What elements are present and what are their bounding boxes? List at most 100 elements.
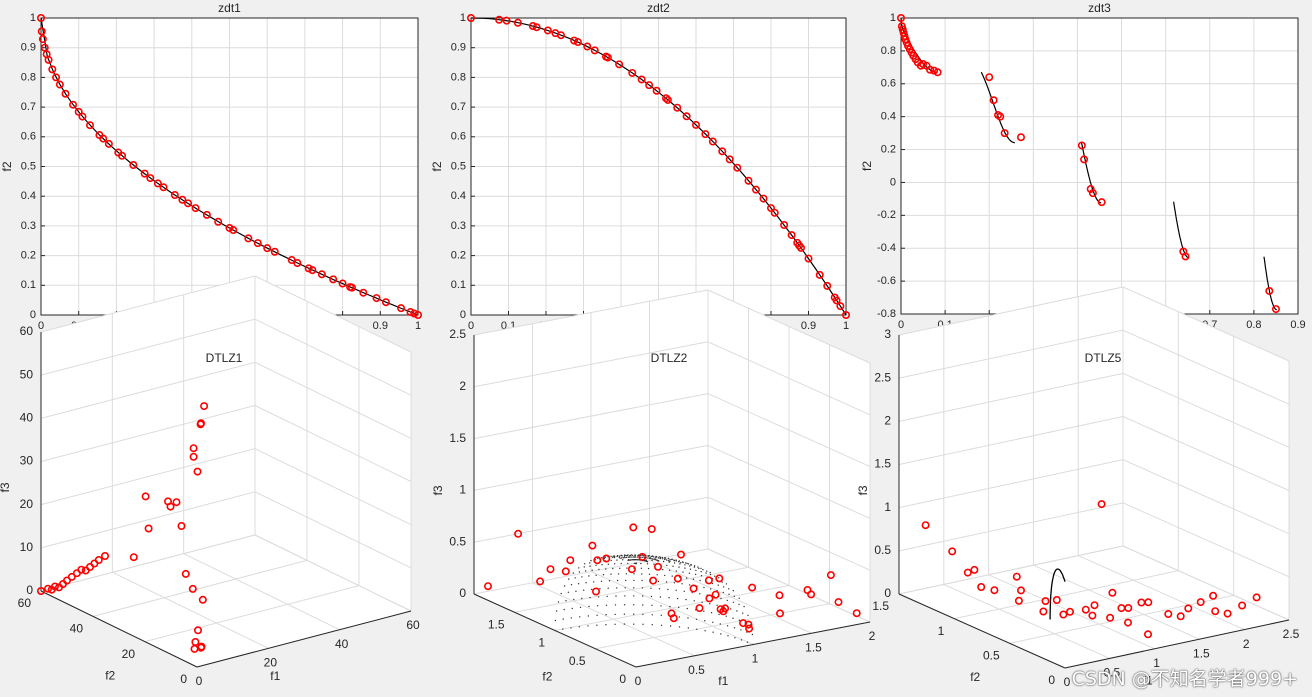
front-mesh-dot	[720, 597, 722, 600]
front-mesh-dot	[666, 564, 668, 567]
front-mesh-dot	[697, 566, 699, 568]
front-mesh-dot	[685, 577, 688, 579]
z-tick-label: 1.5	[449, 431, 466, 445]
y-tick-label: -0.4	[877, 242, 896, 254]
chart-title: zdt1	[218, 1, 241, 15]
data-point	[543, 26, 552, 35]
data-point	[628, 68, 637, 77]
front-mesh-dot	[673, 560, 676, 562]
data-point	[803, 585, 812, 594]
front-mesh-dot	[619, 557, 621, 559]
grid-line-z	[40, 534, 256, 592]
front-mesh-dot	[699, 593, 701, 595]
front-mesh-dot	[726, 625, 729, 627]
data-point	[1090, 601, 1099, 610]
front-mesh-dot	[641, 573, 643, 575]
grid-line-z	[1122, 502, 1290, 578]
data-point	[514, 529, 523, 538]
front-mesh-dot	[627, 556, 630, 558]
grid-line-z	[707, 548, 871, 623]
front-mesh-dot	[568, 578, 570, 580]
data-point	[74, 107, 83, 116]
front-mesh-dot	[634, 554, 636, 557]
data-point	[603, 53, 612, 62]
grid-line-z	[40, 448, 256, 506]
data-point	[193, 467, 202, 476]
front-mesh-dot	[633, 623, 635, 625]
grid-line-z	[898, 416, 1124, 465]
data-point	[556, 31, 565, 40]
front-mesh-dot	[640, 567, 643, 569]
data-point	[184, 199, 193, 208]
data-point	[573, 38, 582, 47]
data-point	[43, 584, 52, 593]
data-point	[583, 42, 592, 51]
data-point	[194, 626, 203, 635]
front-mesh-dot	[690, 563, 692, 566]
data-point	[1016, 586, 1025, 595]
floor-pane	[899, 546, 1289, 668]
data-point	[77, 565, 86, 574]
y-tick-label: 0.5	[569, 654, 586, 668]
front-mesh-dot	[621, 555, 623, 557]
front-mesh-dot	[607, 587, 609, 589]
front-mesh-dot	[633, 562, 635, 565]
y-tick-label: 0.6	[451, 131, 466, 143]
data-point	[796, 243, 805, 252]
front-mesh-dot	[633, 559, 636, 561]
front-mesh-dot	[598, 568, 600, 571]
data-point	[198, 595, 207, 604]
data-point	[629, 523, 638, 532]
data-point	[689, 584, 698, 593]
front-mesh-dot	[646, 563, 649, 565]
front-mesh-dot	[616, 555, 619, 557]
front-mesh-dot	[709, 573, 712, 576]
front-mesh-dot	[653, 563, 655, 565]
front-mesh-dot	[563, 608, 565, 611]
data-point	[711, 590, 720, 599]
data-point	[900, 32, 909, 41]
data-point	[1000, 129, 1009, 138]
data-point	[691, 120, 700, 129]
x-tick-label: 1.5	[805, 640, 822, 654]
front-mesh-dot	[589, 565, 591, 567]
front-mesh-dot	[682, 571, 684, 573]
front-mesh-dot	[693, 565, 696, 567]
data-point	[1252, 593, 1261, 602]
data-point	[104, 139, 113, 148]
front-mesh-dot	[671, 558, 673, 560]
data-point	[725, 155, 734, 164]
data-point	[1012, 572, 1021, 581]
data-point	[532, 23, 541, 32]
y-tick-label: 0	[890, 176, 896, 188]
front-mesh-dot	[728, 593, 730, 595]
y-axis-line	[898, 593, 1066, 669]
front-mesh-dot	[734, 637, 736, 639]
front-mesh-dot	[678, 560, 680, 563]
front-mesh-dot	[740, 629, 742, 631]
data-point	[1041, 597, 1050, 606]
front-mesh-dot	[693, 600, 695, 602]
grid-line-z	[40, 318, 256, 376]
x-tick-label: 0.9	[1290, 319, 1305, 331]
data-point	[78, 112, 87, 121]
x-tick-label: 0	[38, 320, 44, 332]
data-point	[834, 598, 843, 607]
front-mesh-dot	[736, 610, 738, 612]
front-mesh-dot	[712, 631, 714, 633]
data-point	[841, 310, 850, 319]
front-mesh-dot	[623, 556, 626, 558]
data-point	[483, 582, 492, 591]
z-tick-label: 1.5	[874, 457, 891, 471]
front-mesh-dot	[624, 595, 626, 597]
y-tick-label: 0	[30, 309, 36, 321]
front-mesh-dot	[719, 623, 721, 625]
front-mesh-dot	[718, 613, 720, 616]
front-mesh-dot	[684, 564, 686, 566]
front-mesh-dot	[695, 569, 697, 572]
x-tick-label: 1	[752, 652, 759, 666]
front-mesh-dot	[657, 557, 660, 559]
data-point	[359, 288, 368, 297]
y-tick-label: -0.8	[877, 308, 896, 320]
y-tick-label: 0.5	[451, 160, 466, 172]
